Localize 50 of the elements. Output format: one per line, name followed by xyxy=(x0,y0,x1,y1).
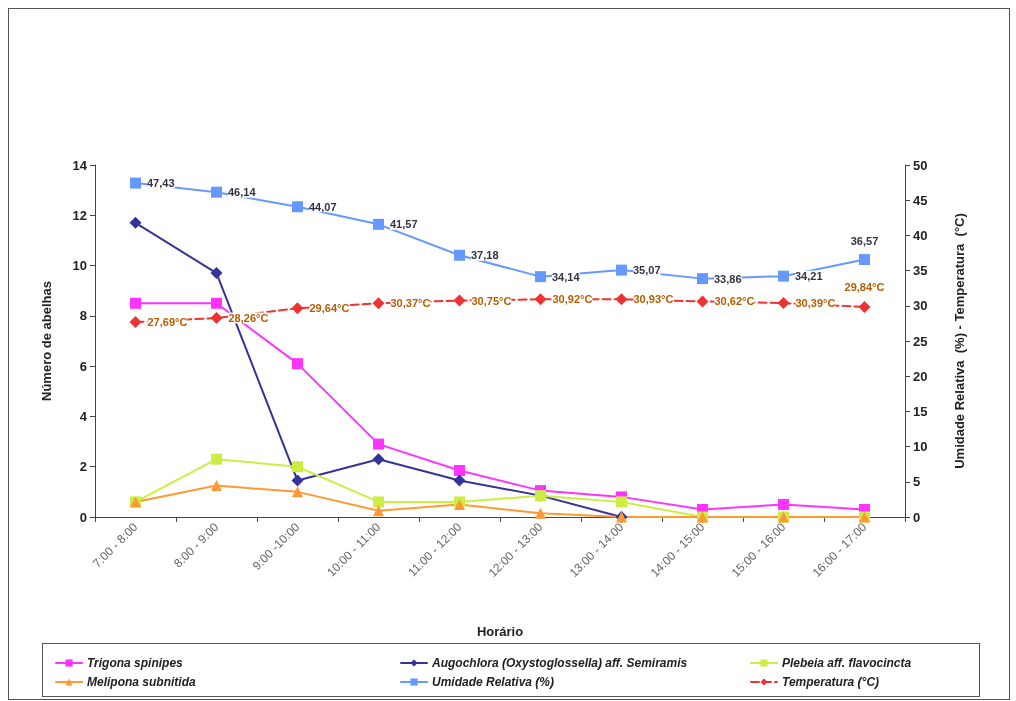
data-label: 30,39°C xyxy=(795,297,836,310)
legend-label: Temperatura (°C) xyxy=(782,675,880,689)
y2-tick-label: 15 xyxy=(913,403,928,419)
data-label: 46,14 xyxy=(228,186,257,199)
data-label: 30,92°C xyxy=(552,293,593,306)
data-label: 36,57 xyxy=(850,234,879,247)
data-label: 34,21 xyxy=(795,270,823,283)
y-tick-label: 6 xyxy=(79,358,87,374)
data-label: 44,07 xyxy=(309,200,337,213)
data-label: 33,86 xyxy=(714,272,742,285)
x-axis-title: Horário xyxy=(476,624,524,639)
data-label: 47,43 xyxy=(147,177,175,190)
x-tick-label: 7:00 - 8:00 xyxy=(90,519,141,571)
y2-tick-label: 40 xyxy=(913,227,928,243)
y-tick-label: 14 xyxy=(72,157,88,173)
legend-label: Plebeia aff. flavocincta xyxy=(782,656,912,670)
data-label: 27,69°C xyxy=(147,316,188,329)
data-label: 34,14 xyxy=(552,270,581,283)
data-label: 28,26°C xyxy=(228,312,269,325)
data-label: 29,64°C xyxy=(309,302,350,315)
y-tick-label: 4 xyxy=(79,408,88,424)
y-tick-label: 2 xyxy=(79,459,87,475)
y-tick-label: 10 xyxy=(72,258,87,274)
y2-tick-label: 5 xyxy=(913,474,921,490)
y2-tick-label: 0 xyxy=(913,509,921,525)
y2-axis-title: Umidade Relativa (%) - Temperatura (°C) xyxy=(952,213,967,469)
y2-tick-label: 45 xyxy=(913,192,928,208)
y-tick-label: 12 xyxy=(72,207,87,223)
y2-tick-label: 35 xyxy=(913,263,928,279)
legend-label: Trigona spinipes xyxy=(87,656,184,670)
y2-tick-label: 25 xyxy=(913,333,928,349)
data-label: 30,75°C xyxy=(471,294,512,307)
data-label: 35,07 xyxy=(633,264,661,277)
y2-tick-label: 10 xyxy=(913,439,928,455)
x-tick-label: 8:00 - 9:00 xyxy=(171,519,222,571)
y2-tick-label: 30 xyxy=(913,298,928,314)
data-label: 29,84°C xyxy=(844,281,885,294)
legend-label: Augochlora (Oxystoglossella) aff. Semiramis xyxy=(431,656,688,670)
y2-tick-label: 20 xyxy=(913,368,928,384)
legend-label: Umidade Relativa (%) xyxy=(432,675,555,689)
y-tick-label: 0 xyxy=(79,509,87,525)
data-label: 37,18 xyxy=(471,249,499,262)
data-label: 41,57 xyxy=(390,218,418,231)
legend-label: Melipona subnitida xyxy=(87,675,196,689)
data-label: 30,93°C xyxy=(633,293,674,306)
data-label: 30,62°C xyxy=(714,295,755,308)
y-axis-title: Número de abelhas xyxy=(39,281,54,401)
y-tick-label: 8 xyxy=(79,308,87,324)
y2-tick-label: 50 xyxy=(913,157,928,173)
data-label: 30,37°C xyxy=(390,297,431,310)
